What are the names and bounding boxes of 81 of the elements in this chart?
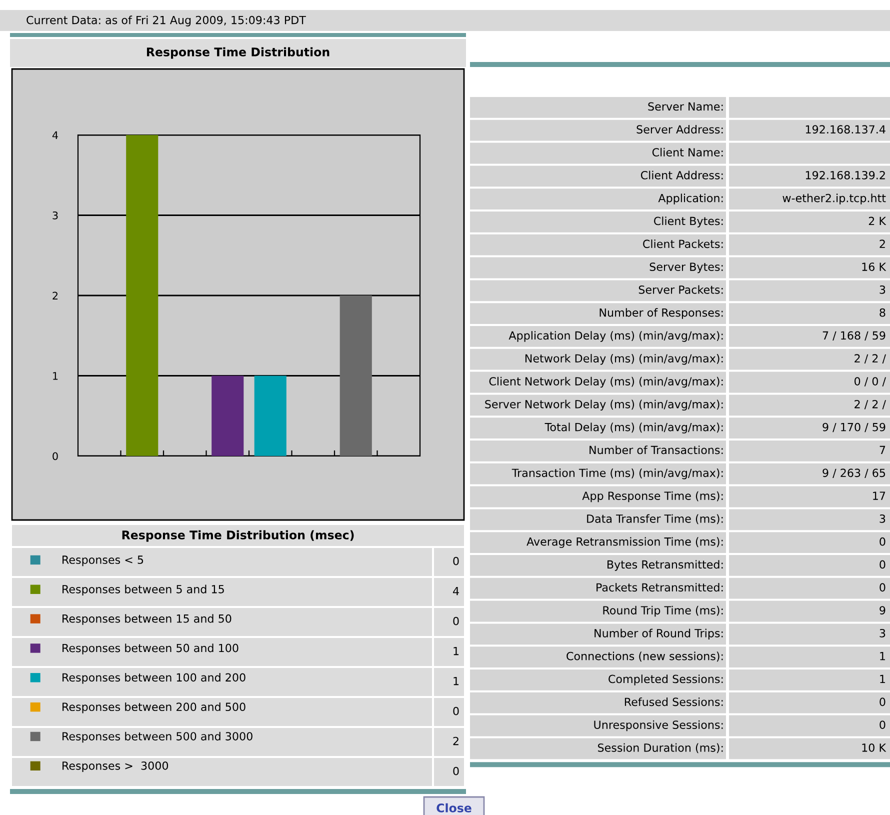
text: 0 / 0 / [854, 377, 886, 386]
text: 0 [880, 698, 886, 706]
text: 3 [880, 514, 886, 523]
legend-label: Responses between 50 and 100 [62, 644, 238, 654]
text: Transaction Time (ms) (min/avg/max): [512, 468, 723, 480]
text: 0 [453, 556, 459, 566]
text: Client Packets: [643, 239, 723, 248]
text: 3 [880, 628, 886, 638]
text: 1 [880, 652, 885, 660]
text: 0 [880, 560, 886, 569]
legend-label: Responses < 5 [62, 556, 144, 566]
text: 2 / 2 / [854, 400, 886, 410]
y-tick-label: 2 [52, 292, 58, 300]
text: 0 [880, 583, 886, 592]
text: 10 K [862, 743, 886, 752]
legend-label: Responses between 5 and 15 [62, 584, 224, 596]
text: 2 [453, 736, 458, 746]
text: Client Network Delay (ms) (min/avg/max): [489, 376, 723, 388]
text: 0 [453, 616, 459, 626]
text: Bytes Retransmitted: [608, 560, 723, 571]
text: Client Address: [640, 170, 723, 180]
legend-label: Responses between 15 and 50 [62, 614, 232, 625]
text: Application Delay (ms) (min/avg/max): [508, 331, 723, 342]
text: 9 [880, 606, 886, 614]
text: Server Bytes: [650, 262, 723, 274]
text: Current Data: as of Fri 21 Aug 2009, 15:09:43 PDT [26, 16, 306, 26]
text: Server Address: [636, 124, 723, 134]
text: 192.168.139.2 [806, 170, 885, 180]
text: 2 [880, 240, 885, 248]
text: 16 K [862, 262, 886, 271]
text: 1 [454, 676, 459, 686]
text: 0 [880, 537, 886, 546]
chart-title: Response Time Distribution [146, 47, 330, 59]
text: Refused Sessions: [624, 697, 723, 706]
text: 1 [454, 646, 459, 656]
text: App Response Time (ms): [582, 491, 723, 502]
text: Completed Sessions: [608, 674, 723, 686]
legend-label: Responses between 500 and 3000 [62, 732, 252, 743]
text: Client Name: [652, 148, 723, 156]
text: Client Bytes: [654, 216, 723, 228]
text: Total Delay (ms) (min/avg/max): [544, 422, 723, 434]
y-tick-label: 3 [52, 211, 58, 220]
text: 1 [880, 674, 885, 684]
text: 0 [880, 720, 886, 729]
y-tick-label: 1 [53, 372, 58, 380]
y-tick-label: 4 [52, 131, 58, 139]
text: 4 [453, 586, 459, 596]
legend-label: Responses between 100 and 200 [62, 673, 246, 684]
text: Average Retransmission Time (ms): [526, 537, 723, 548]
text: 9 / 170 / 59 [822, 422, 886, 432]
text: Network Delay (ms) (min/avg/max): [525, 354, 723, 365]
legend-label: Responses between 200 and 500 [62, 702, 246, 714]
text: Unresponsive Sessions: [594, 720, 723, 732]
text: 0 [453, 766, 459, 776]
text: Data Transfer Time (ms): [587, 514, 723, 524]
legend-label: Responses > 3000 [62, 761, 168, 772]
text: Application: [658, 194, 723, 204]
text: w-ether2.ip.tcp.htt [782, 194, 886, 204]
text: 7 / 168 / 59 [822, 331, 886, 341]
text: 7 [880, 446, 886, 454]
text: 9 / 263 / 65 [822, 468, 886, 478]
text: 2 / 2 / [854, 354, 886, 364]
text: Server Network Delay (ms) (min/avg/max): [485, 400, 723, 411]
text: Session Duration (ms): [598, 743, 723, 754]
text: 8 [880, 308, 886, 317]
text: Server Packets: [638, 285, 723, 294]
text: 192.168.137.4 [806, 125, 886, 134]
text: Connections (new sessions): [566, 652, 723, 662]
text: Close [436, 803, 472, 812]
text: 0 [453, 706, 459, 716]
legend-title: Response Time Distribution (msec) [122, 530, 354, 542]
text: Number of Responses: [600, 308, 723, 319]
text: Round Trip Time (ms): [603, 606, 723, 617]
text: 17 [873, 492, 886, 500]
text: 3 [880, 285, 886, 294]
text: Packets Retransmitted: [596, 582, 723, 592]
text: Server Name: [648, 102, 723, 111]
y-tick-label: 0 [52, 452, 58, 460]
text: 2 K [868, 216, 886, 226]
text: Number of Round Trips: [594, 628, 723, 640]
text: Number of Transactions: [590, 446, 723, 454]
